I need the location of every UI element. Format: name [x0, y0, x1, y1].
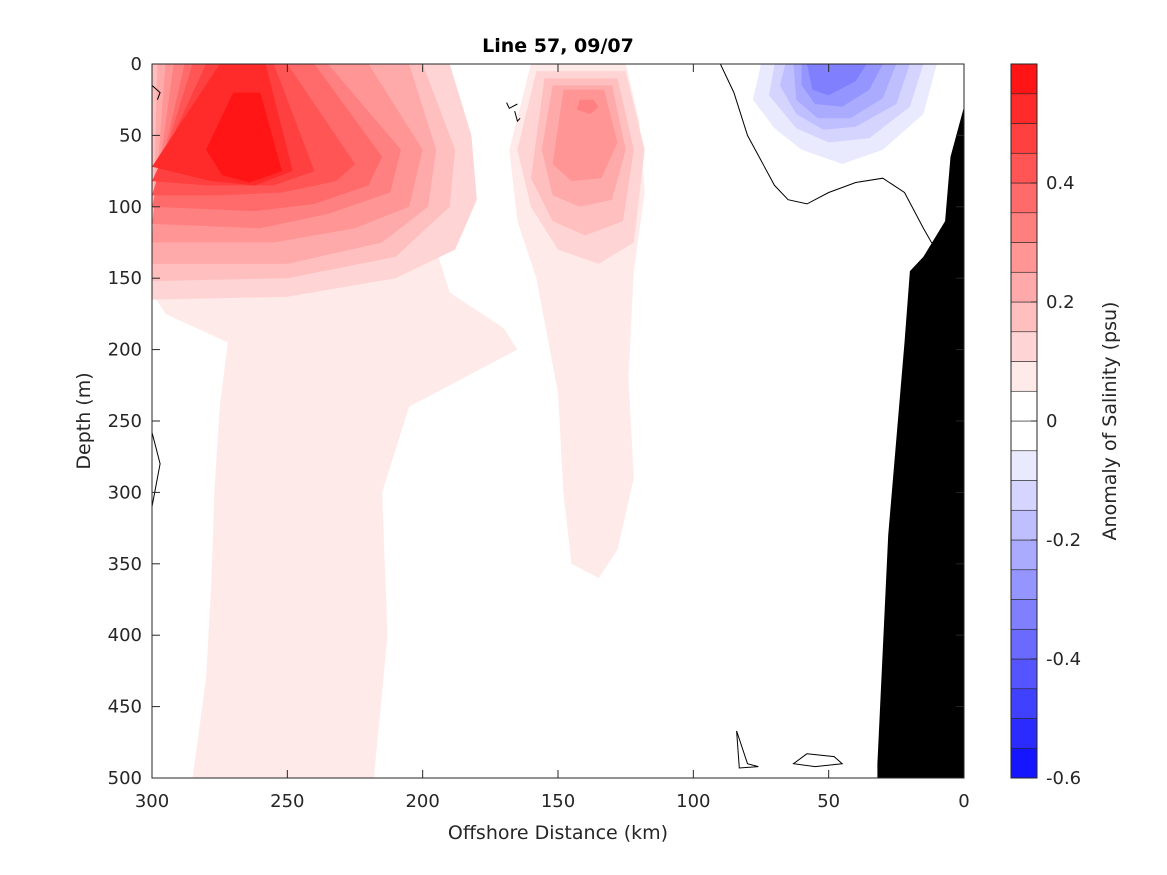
colorbar-swatch	[1010, 599, 1038, 630]
contour-level-4	[552, 89, 618, 182]
y-tick-label: 400	[108, 625, 142, 646]
y-tick-label: 500	[108, 768, 142, 789]
colorbar-tick-label: 0.4	[1046, 173, 1075, 194]
colorbar-swatch	[1010, 271, 1038, 303]
zero-contour-5	[736, 730, 759, 769]
contour-feature-fresh-core-nearshore	[752, 64, 937, 164]
chart-title: Line 57, 09/07	[482, 35, 634, 57]
y-tick-label: 100	[108, 197, 142, 218]
zero-contour-1	[152, 85, 161, 100]
zero-contour-4	[514, 110, 521, 123]
colorbar-swatch	[1010, 747, 1038, 779]
colorbar-tick-label: -0.6	[1046, 768, 1081, 789]
colorbar-swatch	[1010, 63, 1038, 95]
y-tick-label: 150	[108, 268, 142, 289]
colorbar-swatch	[1010, 718, 1038, 749]
contour-level-5	[576, 99, 599, 114]
x-axis-label: Offshore Distance (km)	[448, 822, 668, 844]
colorbar-label: Anomaly of Salinity (psu)	[1099, 302, 1121, 541]
y-tick-label: 350	[108, 554, 142, 575]
y-tick-label: 200	[108, 340, 142, 361]
colorbar-swatch	[1010, 450, 1038, 481]
x-tick-label: 0	[958, 791, 969, 812]
colorbar-swatch	[1010, 93, 1038, 124]
x-tick-label: 50	[817, 791, 840, 812]
x-tick-label: 250	[270, 791, 304, 812]
colorbar-ticks: -0.6 -0.4 -0.2 0 0.2 0.4	[1031, 173, 1081, 789]
x-tick-label: 200	[405, 791, 439, 812]
contour-level-5	[807, 64, 867, 96]
colorbar-tick-label: 0.2	[1046, 292, 1075, 313]
contour-feature-salty-core-mid	[509, 64, 645, 579]
colorbar-swatch	[1010, 123, 1038, 154]
colorbar-swatch	[1010, 361, 1038, 392]
colorbar-swatch	[1010, 420, 1038, 452]
colorbar-swatch	[1010, 628, 1038, 660]
y-tick-label: 450	[108, 697, 142, 718]
x-tick-label: 300	[135, 791, 169, 812]
y-axis-label: Depth (m)	[73, 372, 95, 469]
y-tick-label: 300	[108, 482, 142, 503]
y-tick-label: 0	[131, 54, 142, 75]
colorbar-swatch	[1010, 539, 1038, 571]
colorbar-swatch	[1010, 152, 1038, 184]
colorbar-swatch	[1010, 658, 1038, 690]
zero-contour-lines	[152, 64, 943, 769]
colorbar-swatch	[1010, 212, 1038, 243]
colorbar-swatch	[1010, 242, 1038, 273]
colorbar-swatch	[1010, 301, 1038, 333]
bathymetry-mask	[877, 106, 964, 779]
colorbar-swatch	[1010, 509, 1038, 541]
colorbar: -0.6 -0.4 -0.2 0 0.2 0.4 Anomaly of Salinity …	[1010, 63, 1121, 789]
x-axis-ticks: 300 250 200 150 100 50 0	[135, 64, 970, 812]
colorbar-tick-label: 0	[1046, 411, 1057, 432]
y-tick-label: 250	[108, 411, 142, 432]
colorbar-tick-label: -0.2	[1046, 530, 1081, 551]
y-axis-ticks: 0 50 100 150 200 250 300 350 400 450 500	[108, 54, 964, 789]
colorbar-swatch	[1010, 182, 1038, 214]
x-tick-label: 100	[676, 791, 710, 812]
colorbar-swatch	[1010, 480, 1038, 511]
colorbar-tick-label: -0.4	[1046, 649, 1081, 670]
contour-fills	[152, 64, 937, 778]
colorbar-swatch	[1010, 569, 1038, 600]
zero-contour-0	[719, 64, 943, 248]
y-tick-label: 50	[119, 125, 142, 146]
plot-area: 300 250 200 150 100 50 0 050100150200250300350…	[108, 54, 970, 812]
zero-contour-2	[152, 432, 161, 507]
x-tick-label: 150	[541, 791, 575, 812]
zero-contour-6	[792, 753, 844, 768]
contour-feature-salty-core-offshore	[152, 64, 518, 778]
contour-level-10	[206, 92, 282, 183]
colorbar-swatch	[1010, 390, 1038, 422]
colorbar-swatch	[1010, 688, 1038, 719]
zero-contour-3	[506, 102, 518, 109]
colorbar-swatch	[1010, 331, 1038, 362]
